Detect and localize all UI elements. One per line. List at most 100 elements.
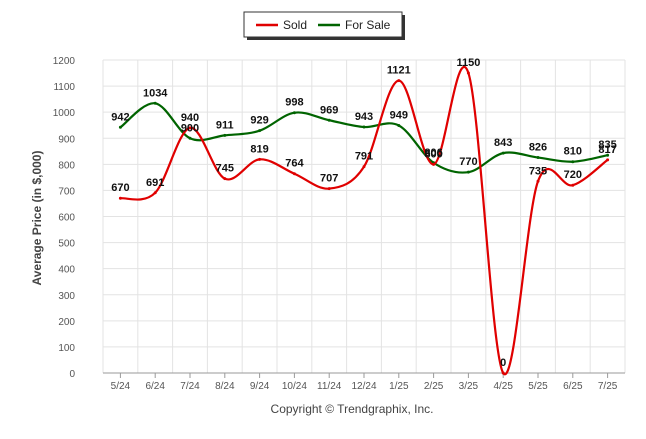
data-label-sold: 764 — [285, 158, 304, 170]
data-label-sold: 817 — [598, 144, 616, 156]
data-point-for-sale — [188, 136, 192, 140]
data-label-sold: 691 — [146, 177, 164, 189]
x-tick-label: 10/24 — [282, 381, 307, 392]
data-point-for-sale — [397, 123, 401, 127]
data-point-sold — [118, 196, 122, 200]
data-point-for-sale — [118, 125, 122, 129]
legend-forsale-label: For Sale — [345, 18, 391, 32]
y-axis-ticks: 0 100 200 300 400 500 600 700 800 900 1000 1100 1200 — [53, 56, 76, 380]
data-point-sold — [258, 157, 262, 161]
data-point-sold — [466, 71, 470, 75]
y-tick-label: 100 — [58, 343, 75, 354]
x-tick-label: 11/24 — [317, 381, 342, 392]
data-point-for-sale — [362, 125, 366, 129]
y-tick-label: 1200 — [53, 56, 76, 67]
data-point-sold — [606, 158, 610, 162]
data-label-sold: 1150 — [456, 57, 480, 69]
data-label-for-sale: 943 — [355, 111, 373, 123]
x-tick-label: 12/24 — [351, 381, 376, 392]
data-label-sold: 940 — [181, 112, 199, 124]
data-label-sold: 0 — [500, 357, 506, 369]
data-point-sold — [571, 183, 575, 187]
data-point-sold — [501, 371, 505, 375]
data-point-sold — [292, 172, 296, 176]
data-label-for-sale: 998 — [285, 97, 303, 109]
y-tick-label: 600 — [58, 213, 75, 224]
data-label-sold: 800 — [424, 148, 442, 160]
data-labels: 670 691 940 745 819 764 707 791 1121 800 1150 0 735 7… — [111, 57, 617, 369]
series — [118, 65, 610, 376]
data-label-for-sale: 843 — [494, 137, 512, 149]
data-point-sold — [397, 79, 401, 83]
data-label-sold: 735 — [529, 165, 547, 177]
data-point-sold — [362, 165, 366, 169]
data-point-for-sale — [571, 160, 575, 164]
data-label-for-sale: 911 — [216, 119, 234, 131]
y-tick-label: 0 — [69, 369, 75, 380]
data-point-sold — [327, 187, 331, 191]
x-tick-label: 1/25 — [389, 381, 409, 392]
data-point-for-sale — [292, 111, 296, 115]
data-point-for-sale — [223, 133, 227, 137]
data-label-for-sale: 810 — [564, 146, 582, 158]
data-point-sold — [536, 179, 540, 183]
y-tick-label: 700 — [58, 186, 75, 197]
x-tick-label: 8/24 — [215, 381, 235, 392]
data-point-for-sale — [501, 151, 505, 155]
data-point-for-sale — [536, 156, 540, 160]
x-tick-label: 3/25 — [459, 381, 479, 392]
data-label-for-sale: 942 — [111, 111, 129, 123]
legend-box[interactable]: Sold For Sale — [243, 11, 405, 40]
data-point-for-sale — [153, 101, 157, 105]
data-label-for-sale: 806 — [424, 147, 442, 159]
data-point-for-sale — [466, 170, 470, 174]
data-point-sold — [188, 126, 192, 130]
x-tick-label: 5/25 — [528, 381, 548, 392]
data-label-sold: 791 — [355, 151, 373, 163]
y-tick-label: 1000 — [53, 108, 76, 119]
x-axis-ticks: 5/24 6/24 7/24 8/24 9/24 10/24 11/24 12/24 1/25 2… — [111, 373, 618, 392]
x-tick-label: 5/24 — [111, 381, 131, 392]
x-tick-label: 6/25 — [563, 381, 583, 392]
y-tick-label: 300 — [58, 291, 75, 302]
x-tick-label: 7/25 — [598, 381, 618, 392]
data-point-for-sale — [327, 118, 331, 122]
data-label-for-sale: 969 — [320, 104, 338, 116]
y-tick-label: 200 — [58, 317, 75, 328]
legend-sold-label: Sold — [283, 18, 307, 32]
x-tick-label: 2/25 — [424, 381, 444, 392]
y-axis-title: Average Price (in $,000) — [30, 151, 44, 286]
y-tick-label: 900 — [58, 134, 75, 145]
y-tick-label: 800 — [58, 160, 75, 171]
y-tick-label: 500 — [58, 239, 75, 250]
data-label-sold: 707 — [320, 173, 338, 185]
data-label-for-sale: 835 — [598, 139, 616, 151]
y-tick-label: 400 — [58, 265, 75, 276]
x-tick-label: 7/24 — [180, 381, 200, 392]
grid — [102, 59, 626, 374]
x-tick-label: 9/24 — [250, 381, 270, 392]
data-label-for-sale: 826 — [529, 142, 547, 154]
data-label-sold: 1121 — [387, 65, 411, 77]
data-label-for-sale: 1034 — [143, 87, 168, 99]
data-label-for-sale: 929 — [250, 115, 268, 127]
data-label-sold: 745 — [216, 163, 234, 175]
data-label-for-sale: 949 — [390, 109, 408, 121]
data-point-sold — [432, 162, 436, 166]
series-line-sold — [120, 65, 609, 376]
data-point-sold — [223, 177, 227, 181]
x-tick-label: 6/24 — [145, 381, 165, 392]
data-label-sold: 670 — [111, 182, 129, 194]
data-label-for-sale: 900 — [181, 122, 199, 134]
x-tick-label: 4/25 — [493, 381, 513, 392]
data-point-for-sale — [606, 153, 610, 157]
data-label-for-sale: 770 — [459, 156, 477, 168]
data-point-for-sale — [258, 129, 262, 133]
data-point-sold — [153, 191, 157, 195]
copyright-credit: Copyright © Trendgraphix, Inc. — [271, 402, 434, 416]
y-tick-label: 1100 — [53, 82, 75, 93]
data-label-sold: 819 — [250, 143, 268, 155]
data-label-sold: 720 — [564, 169, 582, 181]
